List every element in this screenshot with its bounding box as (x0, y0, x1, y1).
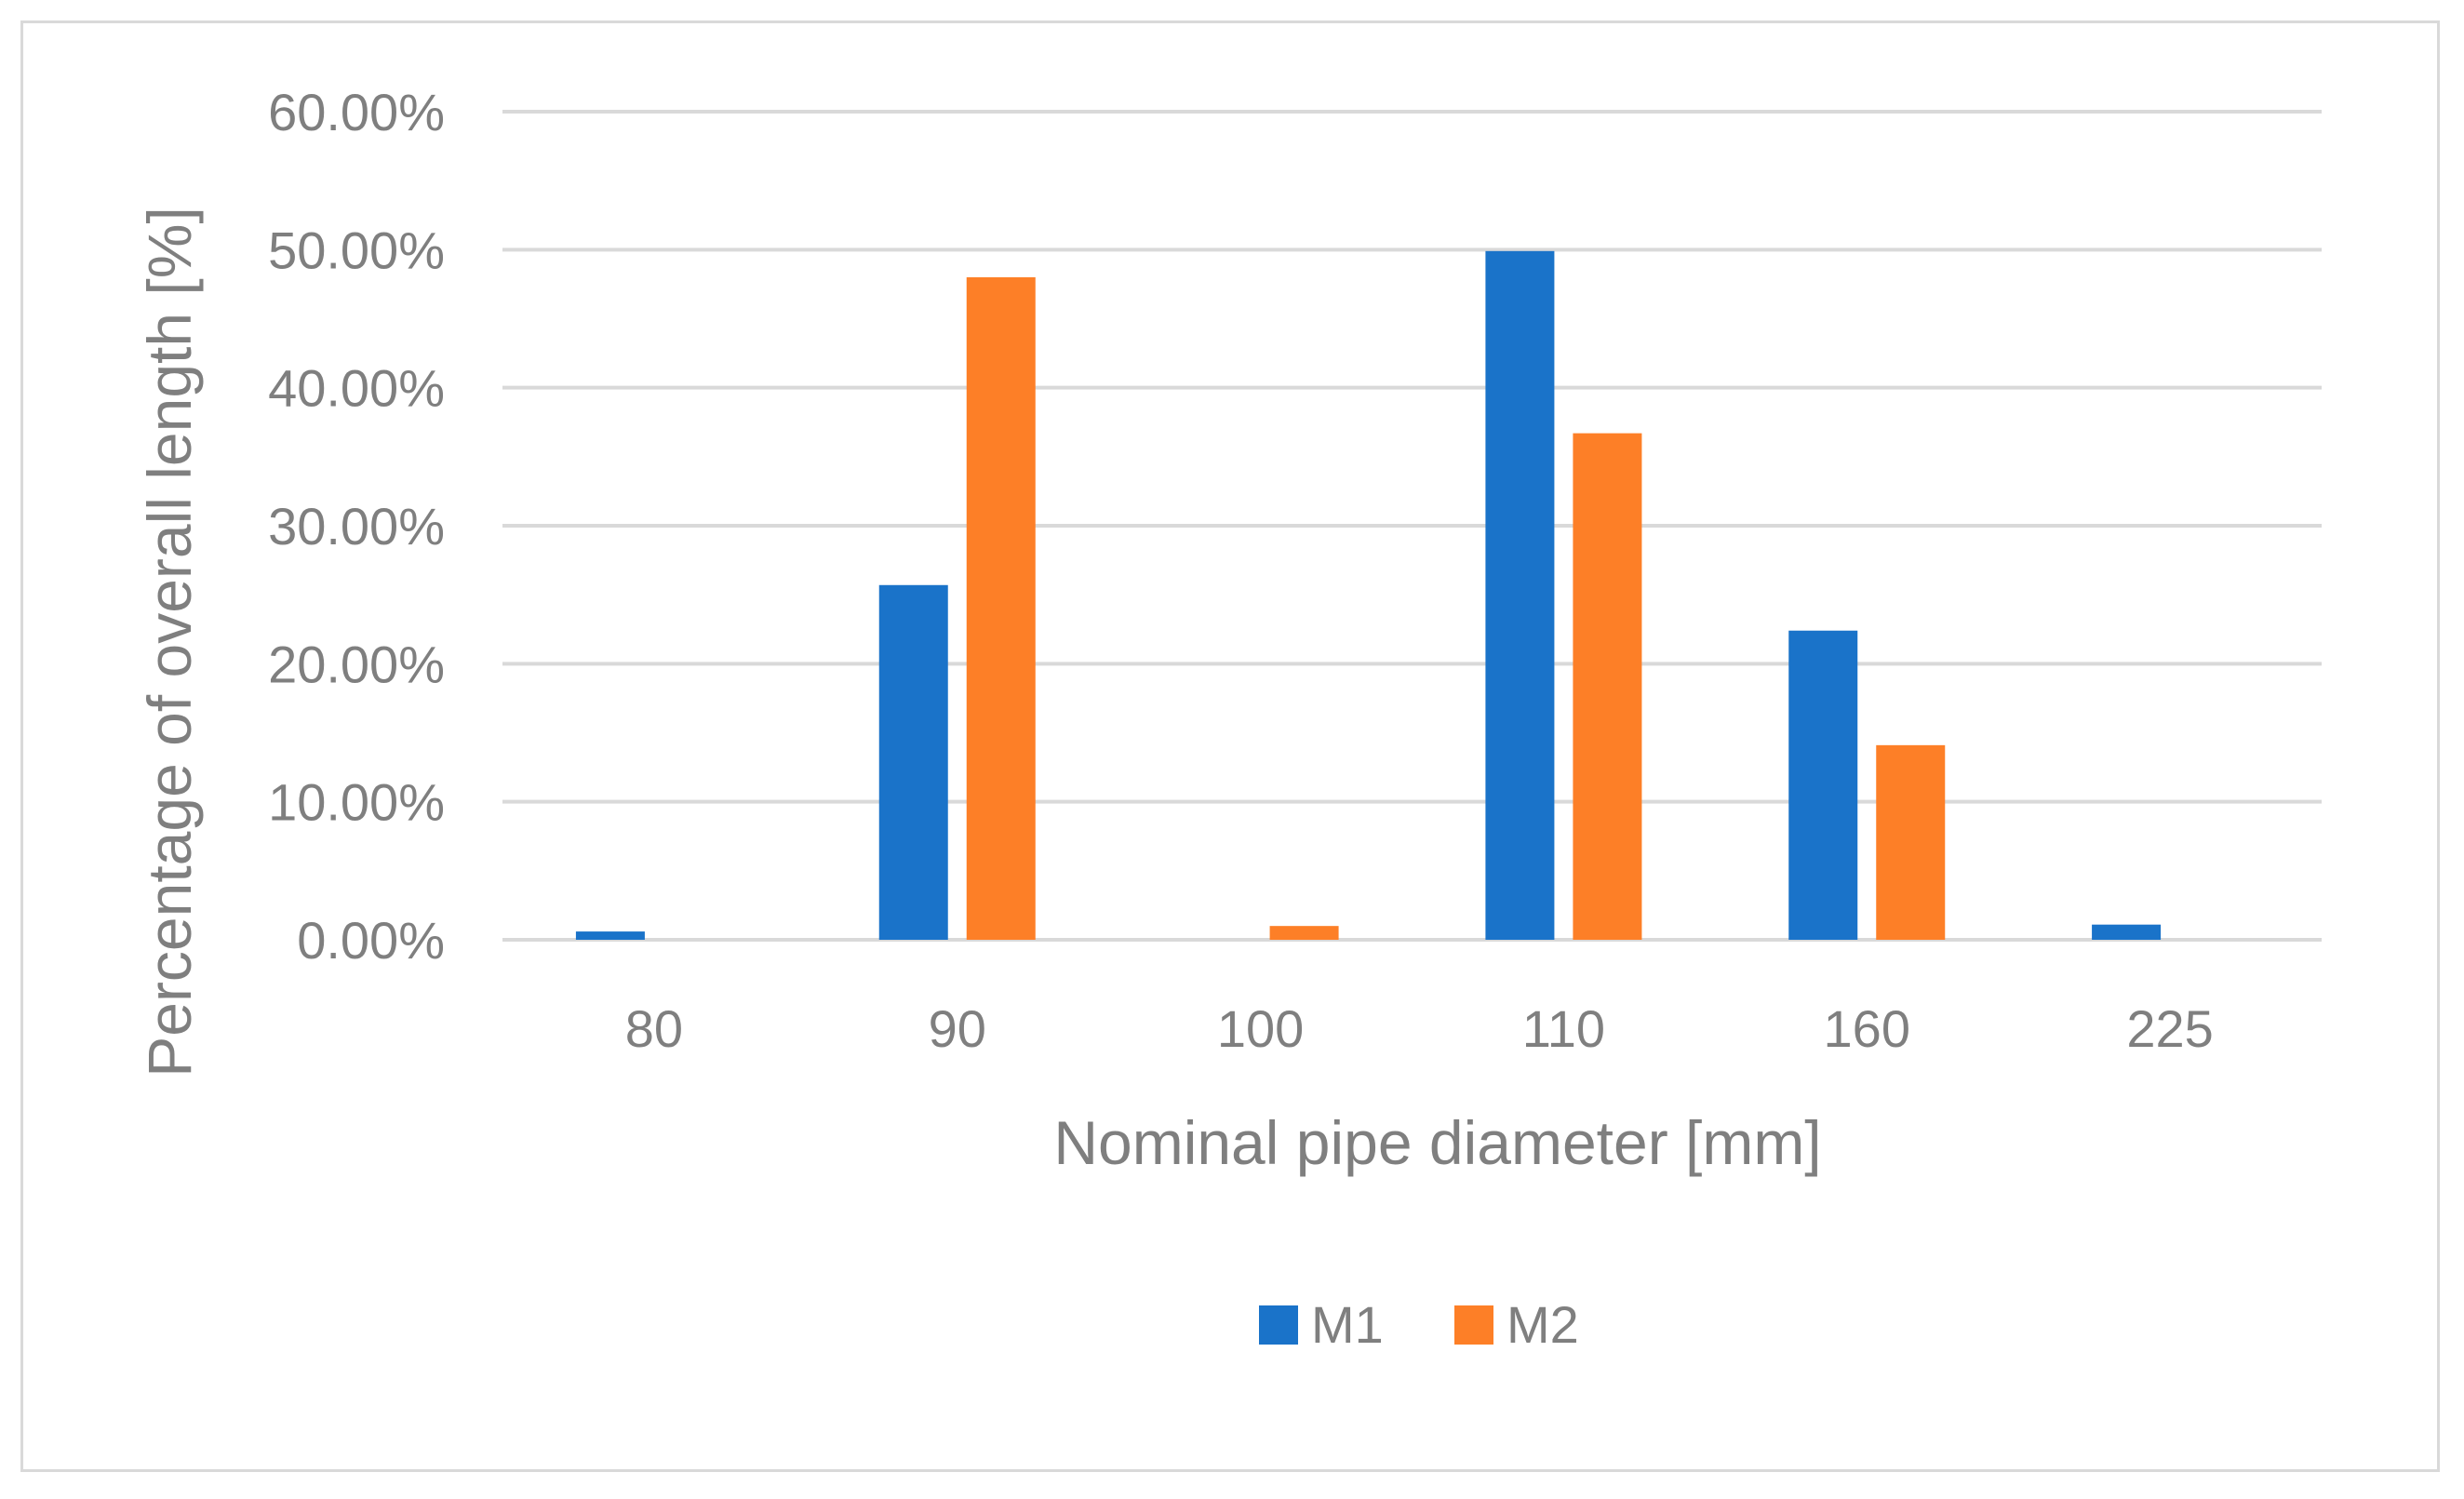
x-tick-label: 80 (625, 999, 683, 1058)
x-tick-label: 110 (1522, 999, 1605, 1058)
x-tick-label: 90 (929, 999, 986, 1058)
gridlines (502, 110, 2322, 942)
legend-swatch-m2 (1454, 1305, 1493, 1345)
y-tick-label: 40.00% (268, 359, 445, 418)
legend-label-m2: M2 (1507, 1295, 1579, 1354)
y-tick-label: 60.00% (268, 83, 445, 141)
chart-frame: 0.00% 10.00% 20.00% 30.00% 40.00% 50.00% 60.00… (20, 20, 2440, 1472)
bar-m2-90 (966, 277, 1036, 940)
x-tick-label: 100 (1217, 999, 1304, 1058)
bar-chart: 0.00% 10.00% 20.00% 30.00% 40.00% 50.00% 60.00… (135, 83, 2322, 1354)
x-axis-ticks: 80 90 100 110 160 225 (625, 999, 2214, 1058)
bar-m2-160 (1876, 744, 1946, 940)
y-tick-label: 50.00% (268, 221, 445, 279)
bar-m2-110 (1573, 433, 1642, 940)
bar-m1-90 (878, 584, 948, 940)
x-tick-label: 160 (1824, 999, 1910, 1058)
y-tick-label: 20.00% (268, 635, 445, 693)
legend-swatch-m1 (1259, 1305, 1298, 1345)
bars (575, 250, 2162, 940)
bar-m1-160 (1788, 630, 1858, 940)
bar-m2-100 (1269, 926, 1339, 940)
y-tick-label: 10.00% (268, 773, 445, 832)
x-tick-label: 225 (2126, 999, 2213, 1058)
y-axis-title: Percentage of overall length [%] (135, 207, 204, 1077)
bar-m1-80 (575, 931, 645, 940)
y-tick-label: 0.00% (297, 911, 445, 970)
legend: M1 M2 (1259, 1295, 1579, 1354)
y-axis-ticks: 0.00% 10.00% 20.00% 30.00% 40.00% 50.00% 60.00… (268, 83, 445, 970)
y-tick-label: 30.00% (268, 497, 445, 555)
bar-m1-225 (2092, 924, 2162, 940)
x-axis-title: Nominal pipe diameter [mm] (1053, 1108, 1821, 1177)
legend-label-m1: M1 (1311, 1295, 1384, 1354)
bar-m1-110 (1485, 250, 1555, 940)
